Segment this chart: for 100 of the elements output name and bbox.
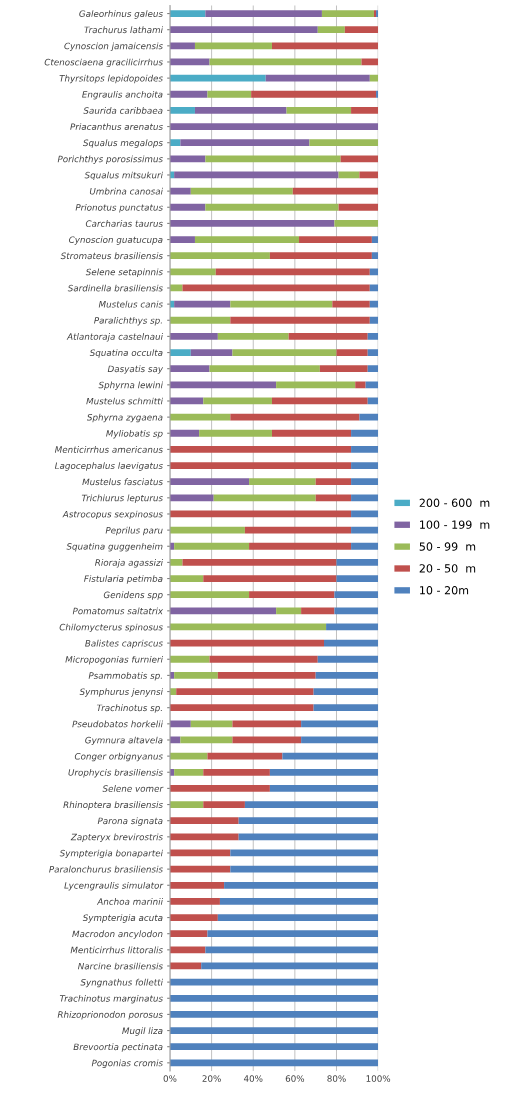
bar — [224, 881, 379, 889]
y-tick-label: Brevoortia pectinata — [73, 1043, 163, 1052]
bar — [251, 90, 377, 98]
y-tick-label: Mugil liza — [122, 1027, 163, 1036]
bar — [351, 526, 379, 534]
legend-label: 100 - 199 m — [420, 520, 490, 529]
bar — [351, 107, 379, 114]
bar — [336, 559, 379, 566]
bar — [174, 300, 231, 308]
bar — [169, 833, 239, 841]
y-tick-label: Trachinotus sp. — [96, 704, 162, 713]
y-tick-label: Prionotus punctatus — [75, 203, 163, 213]
y-tick-label: Lagocephalus laevigatus — [54, 462, 163, 471]
y-tick-label: Cynoscion jamaicensis — [64, 42, 163, 51]
bar — [332, 300, 370, 308]
y-tick-label: Dasyatis say — [107, 365, 164, 374]
y-tick-label: Rioraja agassizi — [95, 559, 163, 568]
y-tick-label: Pseudobatos horkelii — [72, 720, 163, 728]
bar — [169, 236, 195, 243]
y-tick-label: Selene setapinnis — [85, 268, 163, 277]
bar — [271, 429, 352, 437]
bar — [313, 688, 379, 695]
bar — [351, 446, 379, 453]
bar — [286, 107, 352, 114]
y-tick-label: Genidens spp — [103, 591, 163, 600]
bar — [315, 494, 352, 502]
bar — [371, 252, 379, 260]
bar — [194, 236, 300, 243]
bar — [230, 300, 333, 308]
bar — [269, 252, 372, 260]
bar — [351, 429, 379, 437]
bar — [317, 655, 379, 663]
y-tick-label: Trichiurus lepturus — [81, 494, 163, 503]
bar — [174, 672, 218, 679]
y-tick-label: Porichthys porosissimus — [57, 155, 163, 164]
bar — [169, 655, 210, 663]
y-tick-label: Mustelus schmitti — [86, 397, 163, 405]
bar — [369, 316, 379, 324]
bar — [207, 752, 283, 760]
bar — [269, 785, 379, 792]
y-tick-label: Mustelus canis — [98, 300, 163, 308]
bar — [265, 74, 370, 82]
y-tick-label: Paralonchurus brasiliensis — [49, 865, 163, 873]
bar — [169, 752, 208, 760]
y-tick-label: Zapteryx brevirostris — [70, 833, 163, 842]
bar — [217, 333, 289, 340]
bar — [199, 429, 272, 437]
bar — [169, 381, 277, 389]
bar — [217, 672, 316, 679]
bar — [207, 90, 252, 98]
bar — [205, 203, 339, 211]
bar — [249, 591, 335, 599]
bar — [359, 413, 379, 421]
y-tick-label: Sphyrna zygaena — [86, 413, 163, 423]
bar — [232, 720, 302, 728]
bar — [351, 542, 379, 550]
y-tick-label: Parona signata — [97, 817, 163, 826]
bar — [230, 413, 360, 421]
bar — [344, 26, 379, 34]
y-tick-label: Squatina guggenheim — [66, 542, 163, 552]
bar — [169, 333, 218, 340]
bar — [182, 559, 337, 566]
y-tick-label: Stromateus brasiliensis — [60, 252, 163, 260]
bar — [169, 881, 225, 889]
y-tick-label: Squalus mitsukuri — [84, 171, 163, 181]
bar — [194, 42, 272, 50]
bar — [367, 333, 379, 340]
bar — [238, 833, 379, 841]
bar — [190, 720, 233, 728]
legend-label: 200 - 600 m — [419, 498, 490, 507]
bar — [334, 607, 379, 615]
x-tick-label: 80% — [327, 1075, 346, 1082]
y-tick-label: Sardinella brasiliensis — [67, 284, 163, 292]
y-tick-label: Peprilus paru — [105, 526, 163, 536]
bar — [169, 90, 208, 98]
y-tick-label: Menticirrhus americanus — [54, 446, 163, 453]
bar — [230, 865, 379, 873]
bar — [209, 655, 318, 663]
bar — [169, 26, 318, 34]
bar — [244, 801, 379, 808]
bar — [340, 155, 379, 163]
bar — [169, 1059, 379, 1067]
bar — [169, 1043, 379, 1051]
bar — [169, 526, 245, 534]
y-tick-label: Atlantoraja castelnaui — [66, 333, 163, 342]
bar — [288, 333, 368, 340]
bar — [371, 236, 379, 243]
bar — [190, 349, 233, 356]
bar — [230, 316, 370, 324]
bar — [365, 381, 379, 389]
bar — [324, 639, 379, 647]
bar — [244, 526, 352, 534]
bar — [301, 607, 335, 615]
bar — [219, 898, 379, 905]
bar — [317, 26, 345, 34]
bar — [169, 930, 208, 938]
y-tick-label: Myliobatis sp — [106, 429, 163, 439]
bar — [249, 542, 352, 550]
bar — [169, 365, 210, 373]
y-tick-label: Umbrina canosai — [89, 187, 163, 195]
